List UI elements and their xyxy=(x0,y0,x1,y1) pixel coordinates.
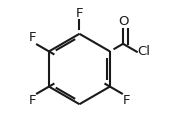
Text: F: F xyxy=(76,7,83,20)
Text: F: F xyxy=(29,94,36,107)
Text: Cl: Cl xyxy=(137,45,151,58)
Text: O: O xyxy=(118,15,128,28)
Text: F: F xyxy=(122,94,130,107)
Text: F: F xyxy=(29,31,36,44)
